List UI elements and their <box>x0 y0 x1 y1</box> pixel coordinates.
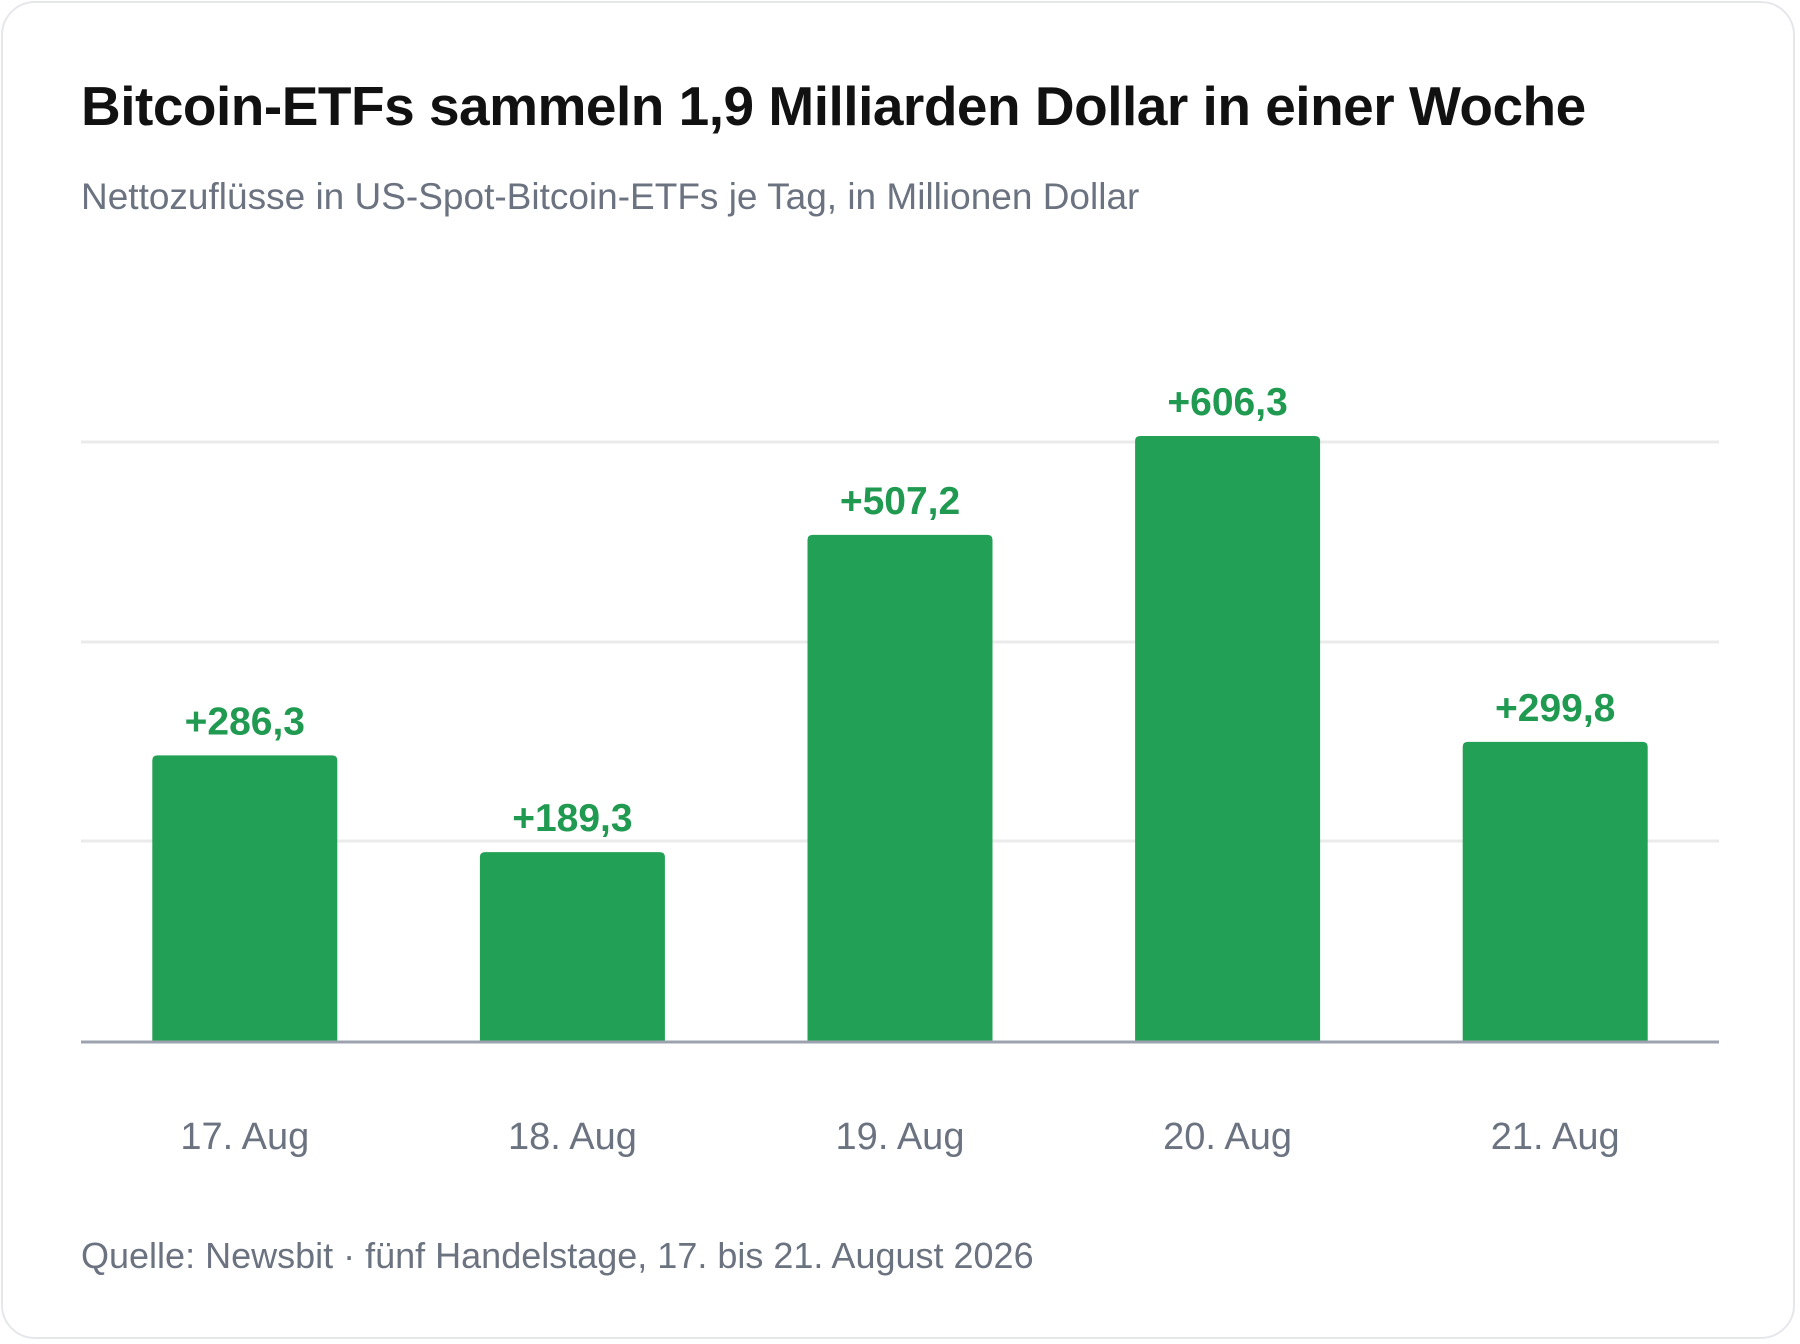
x-tick-label: 20. Aug <box>1163 1116 1292 1158</box>
value-label: +507,2 <box>840 480 960 523</box>
x-tick-label: 19. Aug <box>836 1116 965 1158</box>
value-label: +189,3 <box>512 797 632 840</box>
bar <box>1135 436 1321 1041</box>
x-tick-label: 18. Aug <box>508 1116 637 1158</box>
bar <box>479 852 665 1041</box>
value-labels: +286,3 +189,3 +507,2 +606,3 +299,8 <box>185 381 1616 840</box>
value-label: +606,3 <box>1167 381 1287 424</box>
bar <box>1462 741 1648 1041</box>
bar <box>152 755 338 1041</box>
source-note: Quelle: Newsbit · fünf Handelstage, 17. … <box>81 1235 1034 1276</box>
value-label: +286,3 <box>185 700 305 743</box>
chart-title: Bitcoin-ETFs sammeln 1,9 Milliarden Doll… <box>81 75 1586 137</box>
chart-subtitle: Nettozuflüsse in US-Spot-Bitcoin-ETFs je… <box>81 176 1140 217</box>
x-tick-label: 21. Aug <box>1491 1116 1620 1158</box>
bar <box>807 534 993 1041</box>
value-label: +299,8 <box>1495 687 1615 730</box>
x-tick-label: 17. Aug <box>180 1116 309 1158</box>
bars <box>152 436 1648 1041</box>
x-axis: 17. Aug 18. Aug 19. Aug 20. Aug 21. Aug <box>81 1040 1719 1158</box>
